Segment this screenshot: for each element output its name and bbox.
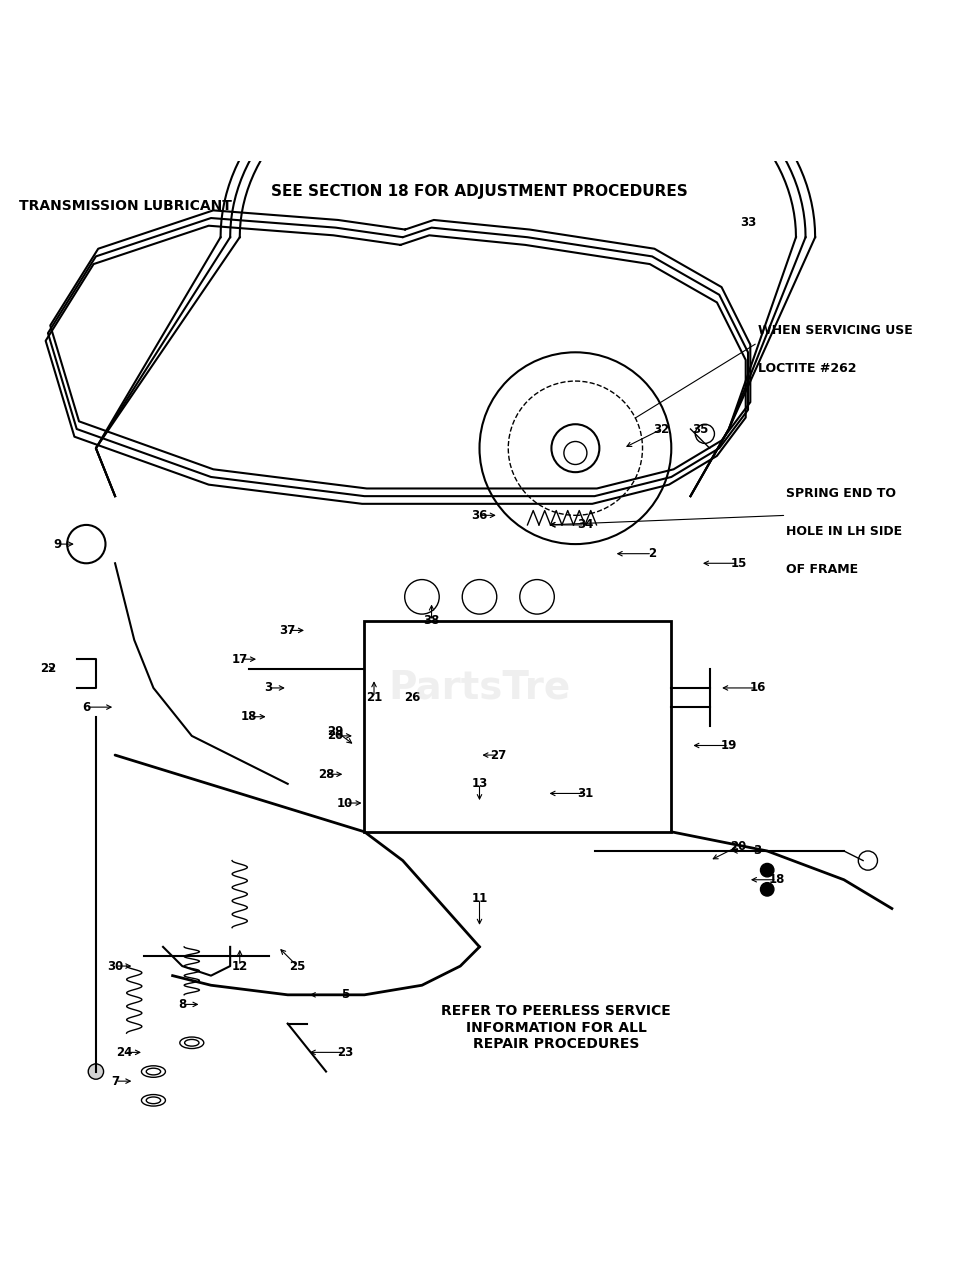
Text: 28: 28 (317, 768, 335, 781)
Text: 36: 36 (471, 509, 488, 522)
Text: REFER TO PEERLESS SERVICE
INFORMATION FOR ALL
REPAIR PROCEDURES: REFER TO PEERLESS SERVICE INFORMATION FO… (441, 1005, 671, 1051)
Text: 7: 7 (111, 1075, 119, 1088)
Circle shape (760, 883, 774, 896)
Text: 3: 3 (265, 681, 272, 695)
Text: 38: 38 (423, 614, 440, 627)
Text: LOCTITE #262: LOCTITE #262 (758, 362, 856, 375)
Text: 27: 27 (491, 749, 506, 762)
Text: 19: 19 (720, 739, 737, 751)
Text: 32: 32 (654, 422, 669, 435)
Text: 22: 22 (40, 662, 56, 676)
Text: 11: 11 (472, 892, 487, 905)
Text: 3: 3 (754, 845, 761, 858)
Text: 20: 20 (731, 840, 746, 852)
Bar (364, 621, 671, 832)
Text: OF FRAME: OF FRAME (786, 563, 858, 576)
Circle shape (858, 851, 877, 870)
Text: 34: 34 (576, 518, 594, 531)
Circle shape (88, 1064, 104, 1079)
Text: SPRING END TO: SPRING END TO (786, 486, 897, 499)
Text: 5: 5 (341, 988, 349, 1001)
Text: 10: 10 (338, 796, 353, 809)
Text: 26: 26 (404, 691, 421, 704)
Text: 24: 24 (116, 1046, 133, 1059)
Text: 9: 9 (54, 538, 61, 550)
Text: PartsTre: PartsTre (388, 669, 571, 707)
Text: TRANSMISSION LUBRICANT: TRANSMISSION LUBRICANT (19, 198, 232, 212)
Text: 18: 18 (241, 710, 258, 723)
Text: 2: 2 (648, 547, 656, 561)
Text: 8: 8 (178, 998, 186, 1011)
Text: 30: 30 (107, 960, 123, 973)
Text: WHEN SERVICING USE: WHEN SERVICING USE (758, 324, 912, 337)
Text: 33: 33 (740, 216, 756, 229)
Text: 20: 20 (328, 730, 343, 742)
Text: 15: 15 (730, 557, 747, 570)
Text: 16: 16 (749, 681, 766, 695)
Text: 35: 35 (691, 422, 709, 435)
Text: 17: 17 (232, 653, 247, 666)
Text: 18: 18 (768, 873, 785, 886)
Text: 6: 6 (82, 700, 90, 714)
Text: 29: 29 (327, 724, 344, 737)
Text: HOLE IN LH SIDE: HOLE IN LH SIDE (786, 525, 902, 538)
Text: 13: 13 (472, 777, 487, 790)
Text: 31: 31 (577, 787, 593, 800)
Text: 23: 23 (338, 1046, 353, 1059)
Circle shape (760, 864, 774, 877)
Text: 37: 37 (280, 623, 295, 637)
Text: SEE SECTION 18 FOR ADJUSTMENT PROCEDURES: SEE SECTION 18 FOR ADJUSTMENT PROCEDURES (271, 184, 688, 200)
Circle shape (551, 424, 599, 472)
Text: 12: 12 (232, 960, 247, 973)
Text: 21: 21 (366, 691, 382, 704)
Text: 25: 25 (289, 960, 306, 973)
